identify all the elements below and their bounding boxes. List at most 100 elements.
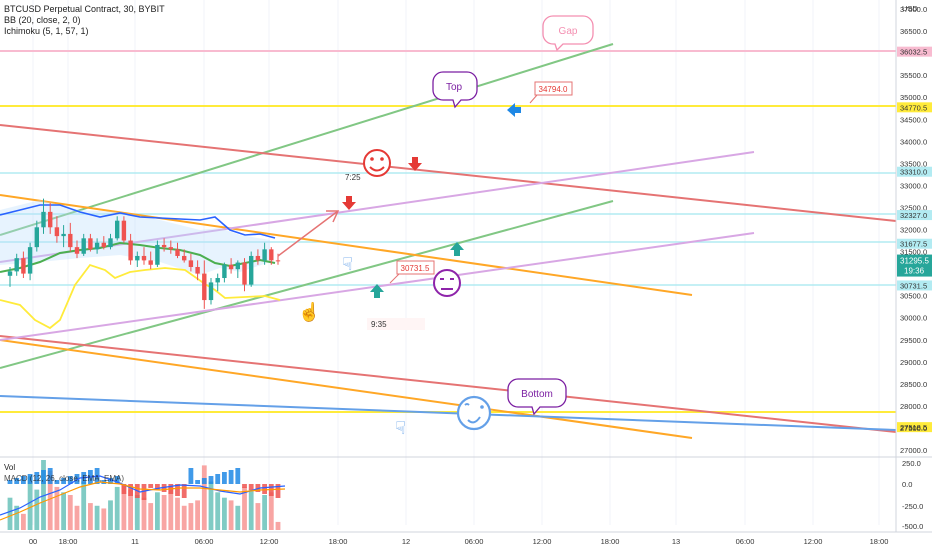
candle-body[interactable] [81,238,86,254]
trendline-blue[interactable] [0,395,897,431]
volume-bar [161,495,167,530]
price-tick-label: 33310.0 [900,168,927,177]
candle-body[interactable] [88,238,93,250]
trendline-green-lower[interactable] [0,200,614,369]
price-tick-label: 31500.0 [900,248,927,257]
price-tick-label: 29500.0 [900,336,927,345]
level-price-tag[interactable] [897,280,932,291]
candle-body[interactable] [27,247,33,274]
macd-histogram-bar [121,484,127,494]
macd-label[interactable]: MACD (12, 26, close, EMA, EMA) [4,474,125,483]
gap-bubble[interactable] [542,15,594,52]
candle-body[interactable] [255,255,261,261]
level-price-tag[interactable] [897,422,932,433]
candle-body[interactable] [121,220,127,241]
candle-body[interactable] [115,220,120,239]
candle-body[interactable] [242,262,247,285]
price-tick-label: 34500.0 [900,115,927,124]
macd-histogram-bar [155,484,160,490]
smiley-happy-icon[interactable] [363,149,391,177]
candle-body[interactable] [168,247,173,250]
candle-body[interactable] [128,240,133,261]
candle-body[interactable] [195,266,200,274]
arrow-up-teal-icon-2[interactable] [370,284,384,298]
candle-body[interactable] [161,244,167,248]
arrow-down-red-icon[interactable] [408,157,422,171]
time-axis[interactable]: 00 18:00 11 06:00 12:00 18:00 12 06:00 12:00 18:0… [0,531,932,546]
candle-body[interactable] [249,255,254,285]
candle-body[interactable] [101,242,106,248]
candle-body[interactable] [21,258,26,274]
candle-body[interactable] [222,264,227,279]
pointing-hand-icon-3[interactable]: ☟ [395,418,406,438]
neutral-face-icon[interactable] [433,269,461,297]
candle-body[interactable] [262,249,267,261]
volume-bar [108,500,113,530]
candle-body[interactable] [61,233,66,237]
price-label-b[interactable] [396,260,435,275]
candle-body[interactable] [108,238,113,248]
candle-body[interactable] [202,273,207,301]
current-price-tag[interactable] [897,254,932,277]
macd-histogram-bar [61,478,66,484]
candle-body[interactable] [269,249,274,261]
trendline-orange-lower[interactable] [0,339,693,439]
arrow-up-teal-icon[interactable] [450,242,464,256]
price-axis[interactable]: 37000.0 36500.0 36032.5 35500.0 35000.034770… [895,0,932,532]
lagging-span-line [0,263,281,330]
vol-label[interactable]: Vol [4,463,16,472]
candle-body[interactable] [275,260,281,262]
time-tick-label: 00 [29,537,37,546]
candle-body[interactable] [208,282,214,301]
candle-body[interactable] [34,227,39,248]
price-tick-label: 27000.0 [900,446,927,455]
confused-face-icon[interactable] [456,395,492,431]
trendline-green-upper[interactable] [0,43,614,236]
macd-histogram-bar [7,480,13,484]
price-tick-label: 28500.0 [900,380,927,389]
candle-body[interactable] [215,278,220,283]
arrow-left-blue-icon[interactable] [507,103,521,117]
candle-body[interactable] [48,211,53,228]
level-price-tag[interactable] [897,46,932,57]
level-price-tag[interactable] [897,210,932,221]
price-tick-label: 27500.0 [900,424,927,433]
candle-body[interactable] [228,264,234,270]
pointing-hand-icon-2[interactable]: ☝ [298,301,320,323]
level-price-tag[interactable] [897,166,932,177]
candle-body[interactable] [7,271,13,276]
trendline-orange-upper[interactable] [0,194,693,296]
trendline-red-upper[interactable] [0,124,897,222]
time-label-a: 7:25 [345,173,361,182]
candle-body[interactable] [235,262,240,270]
candle-body[interactable] [148,260,153,265]
candle-body[interactable] [155,244,160,265]
level-price-tag[interactable] [897,238,932,249]
candle-body[interactable] [41,211,46,228]
candle-body[interactable] [188,260,194,267]
ichimoku-indicator-label[interactable]: Ichimoku (5, 1, 57, 1) [4,26,89,36]
candle-body[interactable] [94,242,100,250]
countdown-label: 19:36 [904,267,925,276]
arrow-down-red-icon-2[interactable] [342,196,356,210]
projection-arrow[interactable] [277,210,339,257]
pointing-hand-icon[interactable]: ☟ [342,254,353,274]
candle-body[interactable] [135,255,140,261]
volume-tick-label: 0.0 [902,480,912,489]
bottom-bubble[interactable] [507,378,567,416]
candle-body[interactable] [141,255,147,261]
bb-indicator-label[interactable]: BB (20, close, 2, 0) [4,15,81,25]
trendline-red-lower[interactable] [0,335,897,433]
level-price-tag[interactable] [897,102,932,113]
candle-body[interactable] [68,233,73,248]
candle-body[interactable] [175,249,180,256]
candle-body[interactable] [74,247,80,254]
candle-body[interactable] [14,258,19,272]
top-bubble[interactable] [432,71,478,109]
symbol-title[interactable]: BTCUSD Perpetual Contract, 30, BYBIT [4,4,165,14]
time-label-b: 9:35 [371,320,387,329]
candle-body[interactable] [54,227,60,237]
price-label-a[interactable] [534,81,573,96]
candle-body[interactable] [182,255,187,261]
